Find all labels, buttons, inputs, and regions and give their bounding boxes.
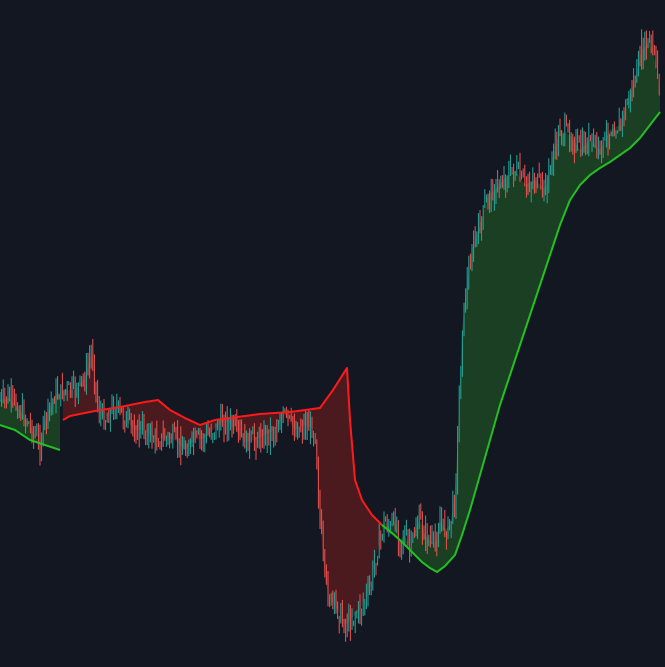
trend-fill-up-2 (382, 40, 660, 572)
candles-layer (0, 29, 660, 642)
trend-line-up-2 (381, 111, 661, 573)
trend-fill-up-0 (0, 392, 60, 450)
trend-line-layer (0, 111, 661, 573)
trend-line-up-0 (0, 424, 61, 451)
trend-line-down-1 (62, 367, 383, 526)
trend-fill-down-1 (63, 354, 381, 625)
trend-fill-layer (0, 40, 660, 625)
